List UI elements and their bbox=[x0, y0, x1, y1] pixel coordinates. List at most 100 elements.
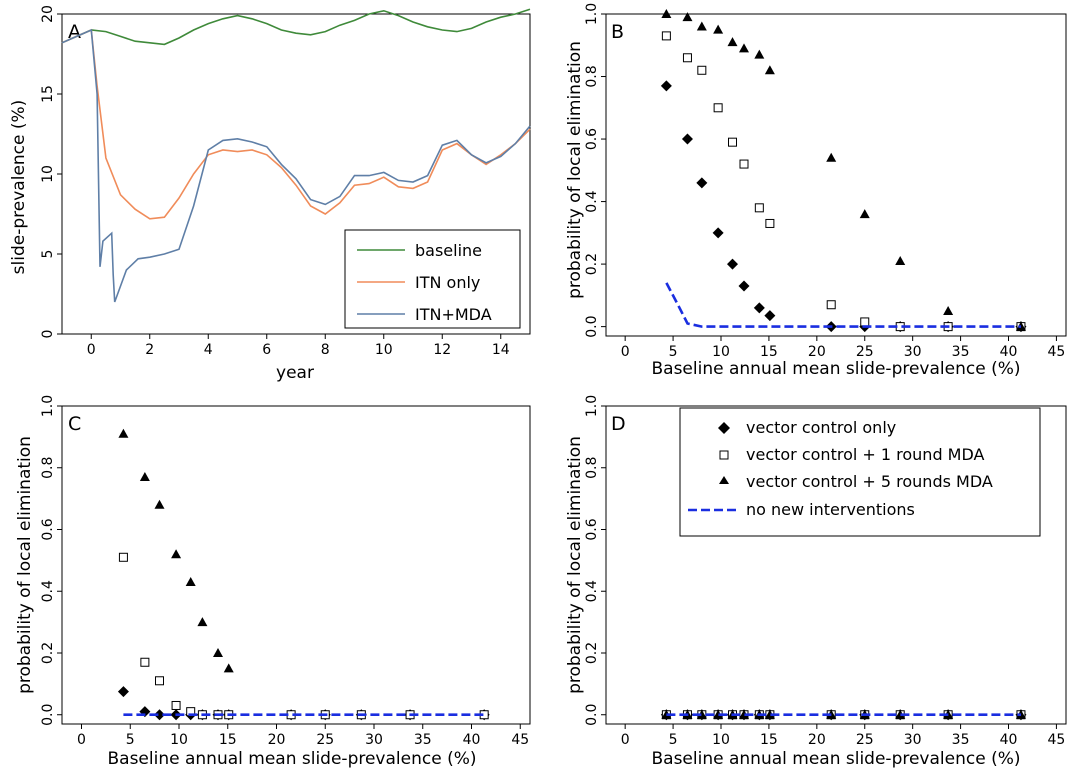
data-point-vector-control-5-rounds-mda bbox=[682, 12, 693, 22]
panel-d-x-tick-label: 5 bbox=[669, 732, 678, 748]
data-point-vector-control-5-rounds-mda bbox=[943, 305, 954, 315]
panel-a-x-tick-label: 2 bbox=[145, 342, 154, 358]
panel-d-x-tick-label: 20 bbox=[808, 732, 826, 748]
panel-a-chart: A slide-prevalence (%) year 0 2 4 6 8 10 12 14 0… bbox=[9, 5, 531, 383]
panel-a-y-tick-label: 15 bbox=[40, 85, 56, 103]
data-point-vector-control-1-round-mda bbox=[713, 103, 723, 113]
data-point-vector-control-5-rounds-mda bbox=[171, 549, 182, 559]
legend-label-itn-mda: ITN+MDA bbox=[415, 305, 492, 324]
data-point-vector-control-5-rounds-mda bbox=[739, 709, 749, 719]
panel-b-x-tick-label: 5 bbox=[669, 344, 678, 360]
panel-c-x-tick-label: 10 bbox=[170, 732, 188, 748]
data-point-vector-control-only bbox=[738, 280, 750, 292]
legend-label-no-new-interventions: no new interventions bbox=[746, 500, 915, 519]
data-point-vector-control-1-round-mda bbox=[697, 65, 707, 75]
panel-b-x-tick-label: 10 bbox=[712, 344, 730, 360]
panel-c-x-tick-label: 40 bbox=[463, 732, 481, 748]
series-line-no-new-interventions bbox=[665, 282, 1021, 328]
panel-letter-b: B bbox=[611, 21, 624, 43]
legend-label-five-rounds-mda: vector control + 5 rounds MDA bbox=[746, 472, 993, 491]
panel-b-x-tick-label: 30 bbox=[904, 344, 922, 360]
panel-b-x-tick-label: 40 bbox=[1000, 344, 1018, 360]
panel-a-y-tick-label: 20 bbox=[40, 5, 56, 23]
panel-b-plot-frame bbox=[605, 13, 1067, 337]
panel-a-x-tick-label: 8 bbox=[321, 342, 330, 358]
panel-b-x-tick-label: 35 bbox=[952, 344, 970, 360]
panel-c-x-tick-label: 5 bbox=[126, 732, 135, 748]
series-line-itn-mda bbox=[61, 28, 531, 303]
panel-b-x-tick-label: 20 bbox=[808, 344, 826, 360]
panel-letter-a: A bbox=[68, 21, 81, 43]
data-point-vector-control-5-rounds-mda bbox=[213, 647, 223, 657]
legend-label-itn-only: ITN only bbox=[415, 273, 480, 292]
panel-c-y-tick-label: 0.4 bbox=[40, 580, 56, 602]
panel-letter-c: C bbox=[68, 413, 81, 435]
panel-c-x-tick-label: 15 bbox=[219, 732, 237, 748]
data-point-vector-control-1-round-mda bbox=[661, 31, 671, 41]
data-point-vector-control-5-rounds-mda bbox=[895, 255, 906, 265]
panel-b-y-tick-label: 0.4 bbox=[584, 190, 600, 212]
panel-a-legend-box bbox=[344, 229, 521, 329]
legend-label-vector-control-only: vector control only bbox=[746, 418, 896, 437]
series-line-baseline bbox=[61, 8, 531, 46]
panel-c-y-axis-label: probability of local elimination bbox=[15, 436, 35, 694]
panel-d-chart: D probability of local elimination Basel… bbox=[565, 395, 1067, 769]
panel-a-x-tick-label: 10 bbox=[375, 342, 393, 358]
panel-c-x-tick-label: 30 bbox=[365, 732, 383, 748]
panel-c-y-tick-label: 0.6 bbox=[40, 518, 56, 540]
data-point-vector-control-5-rounds-mda bbox=[764, 65, 775, 75]
data-point-vector-control-5-rounds-mda bbox=[696, 21, 707, 31]
data-point-vector-control-5-rounds-mda bbox=[859, 209, 870, 219]
panel-d-y-tick-label: 0.4 bbox=[584, 580, 600, 602]
panel-d-x-tick-label: 15 bbox=[760, 732, 778, 748]
panel-d-plot-frame bbox=[605, 405, 1067, 725]
panel-a-y-tick-label: 10 bbox=[40, 165, 56, 183]
panel-b-x-tick-label: 0 bbox=[621, 344, 630, 360]
data-point-vector-control-1-round-mda bbox=[155, 676, 164, 686]
panel-d-y-tick-label: 0.2 bbox=[584, 642, 600, 664]
data-point-vector-control-5-rounds-mda bbox=[826, 152, 837, 162]
panel-b-y-axis-label: probability of local elimination bbox=[565, 41, 585, 299]
data-point-vector-control-only bbox=[681, 133, 693, 145]
panel-a-legend: baseline ITN only ITN+MDA bbox=[344, 229, 521, 329]
panel-a-y-axis-label: slide-prevalence (%) bbox=[9, 100, 29, 275]
panel-c-x-tick-label: 45 bbox=[511, 732, 529, 748]
panel-a-x-tick-label: 14 bbox=[492, 342, 510, 358]
panel-d-x-tick-label: 0 bbox=[621, 732, 630, 748]
data-point-vector-control-only bbox=[660, 80, 672, 92]
panel-d-x-tick-label: 35 bbox=[952, 732, 970, 748]
data-point-vector-control-only bbox=[154, 709, 165, 721]
series-line-itn-only bbox=[61, 28, 531, 220]
data-point-vector-control-only bbox=[727, 258, 738, 270]
panel-c-x-tick-label: 0 bbox=[77, 732, 86, 748]
panel-b-chart: B probability of local elimination Basel… bbox=[565, 3, 1067, 379]
data-point-vector-control-5-rounds-mda bbox=[139, 472, 150, 482]
panel-d-x-tick-label: 45 bbox=[1048, 732, 1066, 748]
panel-c-x-tick-label: 35 bbox=[414, 732, 432, 748]
data-point-vector-control-only bbox=[712, 227, 724, 239]
data-point-vector-control-5-rounds-mda bbox=[739, 43, 749, 53]
panel-d-x-axis-label: Baseline annual mean slide-prevalence (%… bbox=[652, 749, 1021, 769]
panel-d-y-axis-label: probability of local elimination bbox=[565, 436, 585, 694]
panel-d-x-tick-label: 30 bbox=[904, 732, 922, 748]
panel-c-y-tick-label: 1.0 bbox=[40, 395, 56, 417]
panel-c-chart: C probability of local elimination Basel… bbox=[15, 395, 531, 769]
data-point-vector-control-5-rounds-mda bbox=[661, 9, 672, 18]
panel-b-x-tick-label: 25 bbox=[856, 344, 874, 360]
legend-swatch-five-rounds-mda bbox=[719, 476, 729, 484]
panel-d-y-tick-label: 0.8 bbox=[584, 457, 600, 479]
panel-c-y-tick-label: 0.2 bbox=[40, 642, 56, 664]
panel-a-x-tick-label: 6 bbox=[262, 342, 271, 358]
panel-c-x-axis-label: Baseline annual mean slide-prevalence (%… bbox=[108, 749, 477, 769]
data-point-vector-control-5-rounds-mda bbox=[197, 617, 208, 627]
data-point-vector-control-only bbox=[117, 686, 129, 698]
data-point-vector-control-1-round-mda bbox=[754, 203, 764, 213]
legend-swatch-one-round-mda bbox=[719, 450, 729, 460]
panel-d-x-tick-label: 40 bbox=[1000, 732, 1018, 748]
panel-c-plot-frame bbox=[61, 405, 531, 725]
panel-d-legend: vector control only vector control + 1 r… bbox=[679, 407, 1041, 537]
data-point-vector-control-5-rounds-mda bbox=[661, 709, 672, 719]
data-point-vector-control-1-round-mda bbox=[140, 657, 150, 667]
data-point-vector-control-only bbox=[764, 310, 776, 322]
